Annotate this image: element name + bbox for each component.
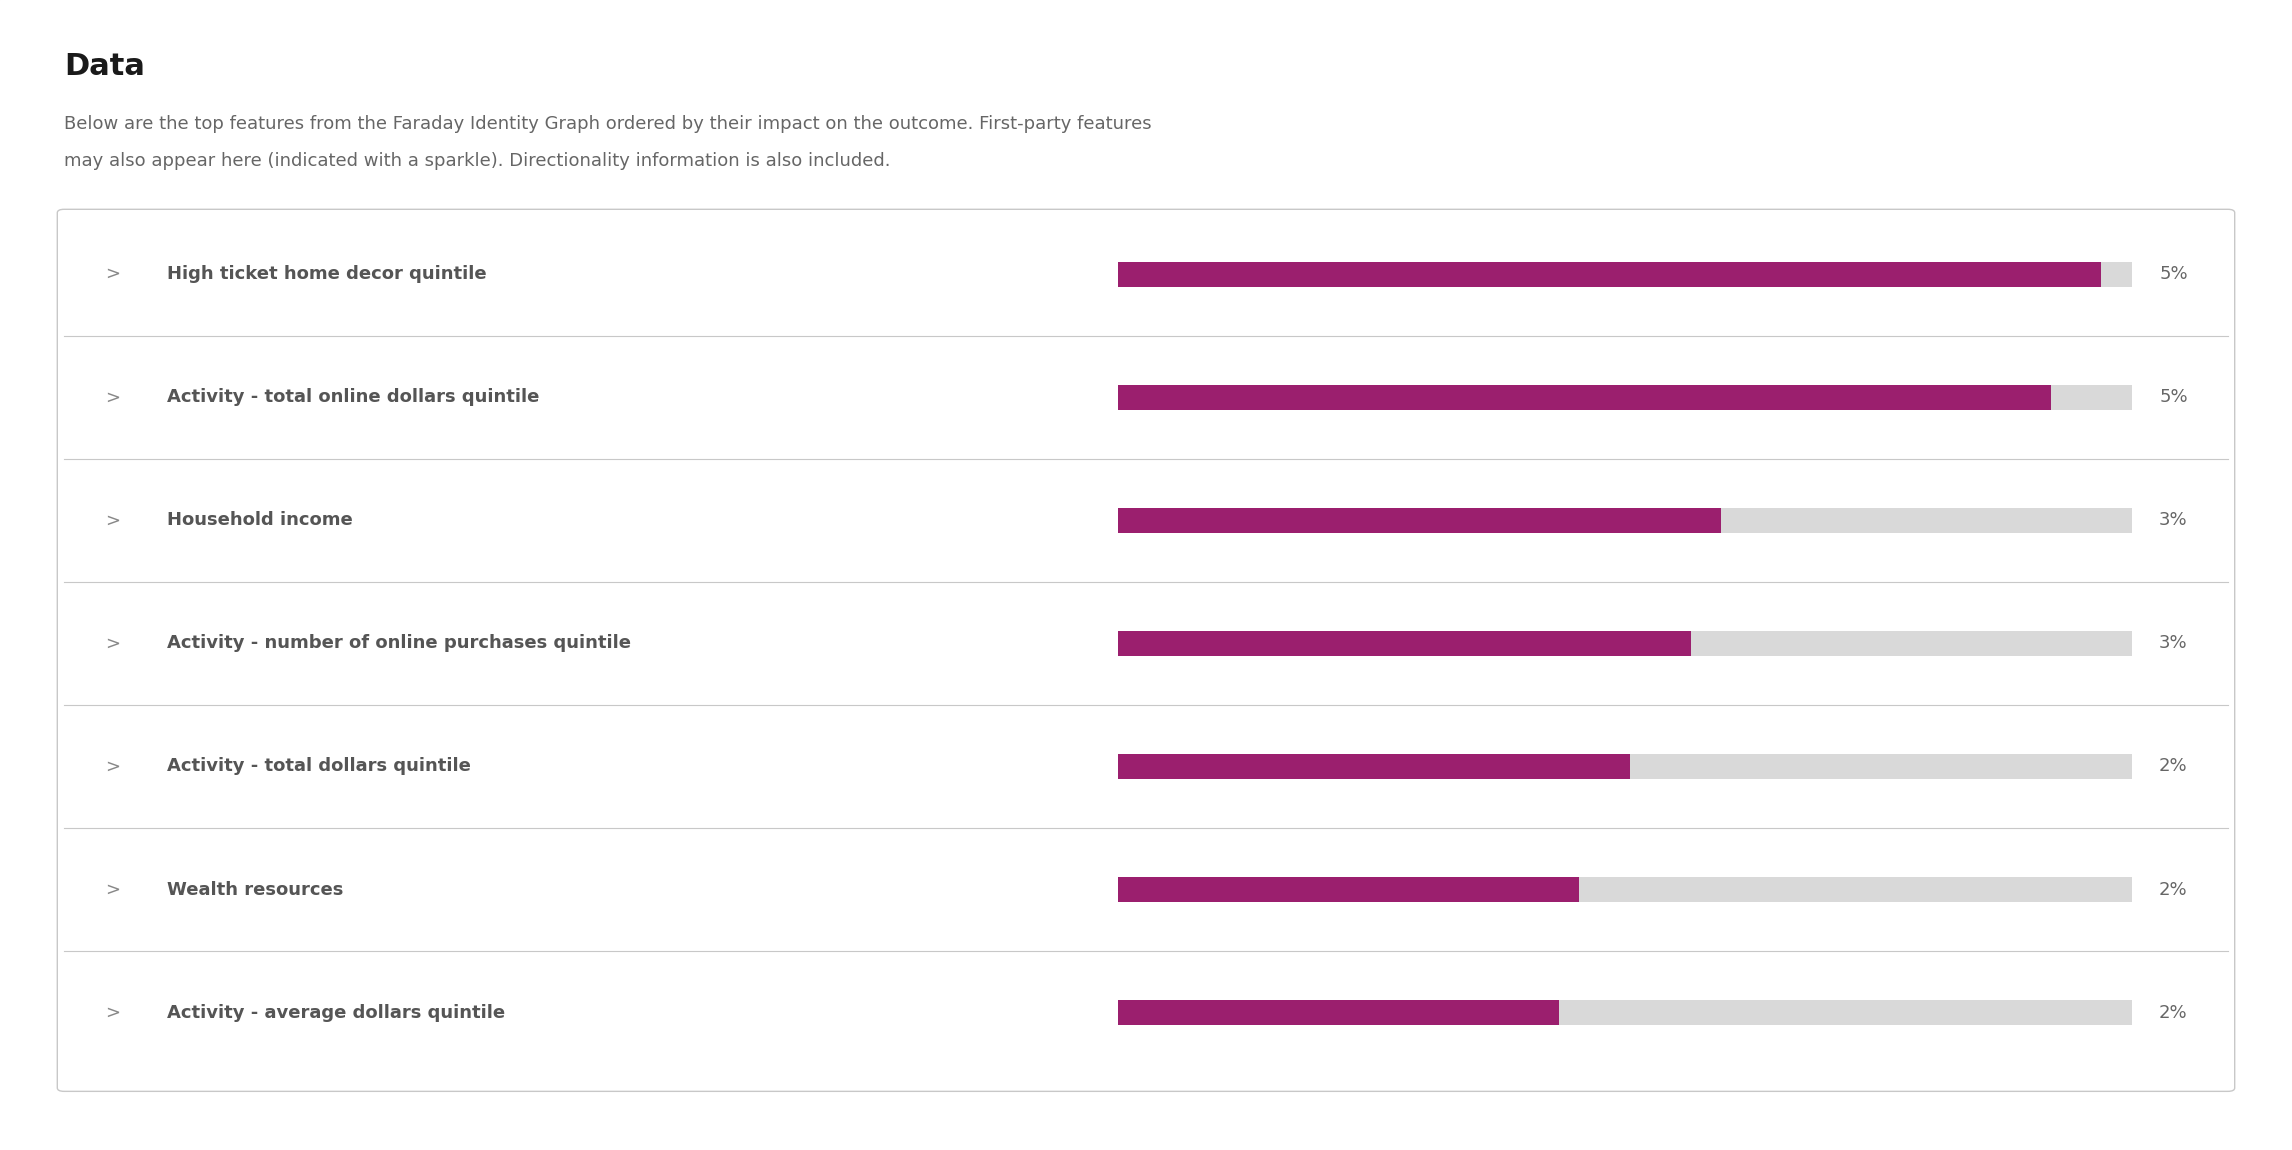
Text: 2%: 2%: [2159, 758, 2187, 775]
Text: Data: Data: [64, 52, 144, 81]
Bar: [1118, 261, 2102, 288]
Text: Below are the top features from the Faraday Identity Graph ordered by their impa: Below are the top features from the Fara…: [64, 115, 1153, 133]
Text: >: >: [105, 881, 121, 898]
Text: Activity - total dollars quintile: Activity - total dollars quintile: [167, 758, 472, 775]
Bar: [1118, 754, 1630, 780]
Bar: [1118, 384, 2051, 411]
Text: >: >: [105, 758, 121, 775]
Bar: [1118, 384, 2132, 411]
Text: Activity - average dollars quintile: Activity - average dollars quintile: [167, 1004, 507, 1021]
Text: Activity - number of online purchases quintile: Activity - number of online purchases qu…: [167, 635, 630, 652]
Text: 5%: 5%: [2159, 389, 2187, 406]
Text: >: >: [105, 266, 121, 283]
Bar: [1118, 507, 2132, 532]
Text: >: >: [105, 1004, 121, 1021]
Text: >: >: [105, 389, 121, 406]
Bar: [1118, 754, 2132, 780]
Bar: [1118, 877, 1579, 903]
FancyBboxPatch shape: [57, 209, 2235, 1091]
Bar: [1118, 261, 2132, 288]
Bar: [1118, 877, 2132, 903]
Bar: [1118, 630, 1691, 655]
Text: Wealth resources: Wealth resources: [167, 881, 344, 898]
Text: 5%: 5%: [2159, 266, 2187, 283]
Text: 2%: 2%: [2159, 881, 2187, 898]
Text: >: >: [105, 635, 121, 652]
Bar: [1118, 1000, 2132, 1026]
Text: 2%: 2%: [2159, 1004, 2187, 1021]
Text: Household income: Household income: [167, 512, 353, 529]
Text: High ticket home decor quintile: High ticket home decor quintile: [167, 266, 486, 283]
Bar: [1118, 507, 1721, 532]
Bar: [1118, 630, 2132, 655]
Text: 3%: 3%: [2159, 512, 2187, 529]
Text: may also appear here (indicated with a sparkle). Directionality information is a: may also appear here (indicated with a s…: [64, 152, 892, 170]
Bar: [1118, 1000, 1559, 1026]
Text: >: >: [105, 512, 121, 529]
Text: Activity - total online dollars quintile: Activity - total online dollars quintile: [167, 389, 539, 406]
Text: 3%: 3%: [2159, 635, 2187, 652]
